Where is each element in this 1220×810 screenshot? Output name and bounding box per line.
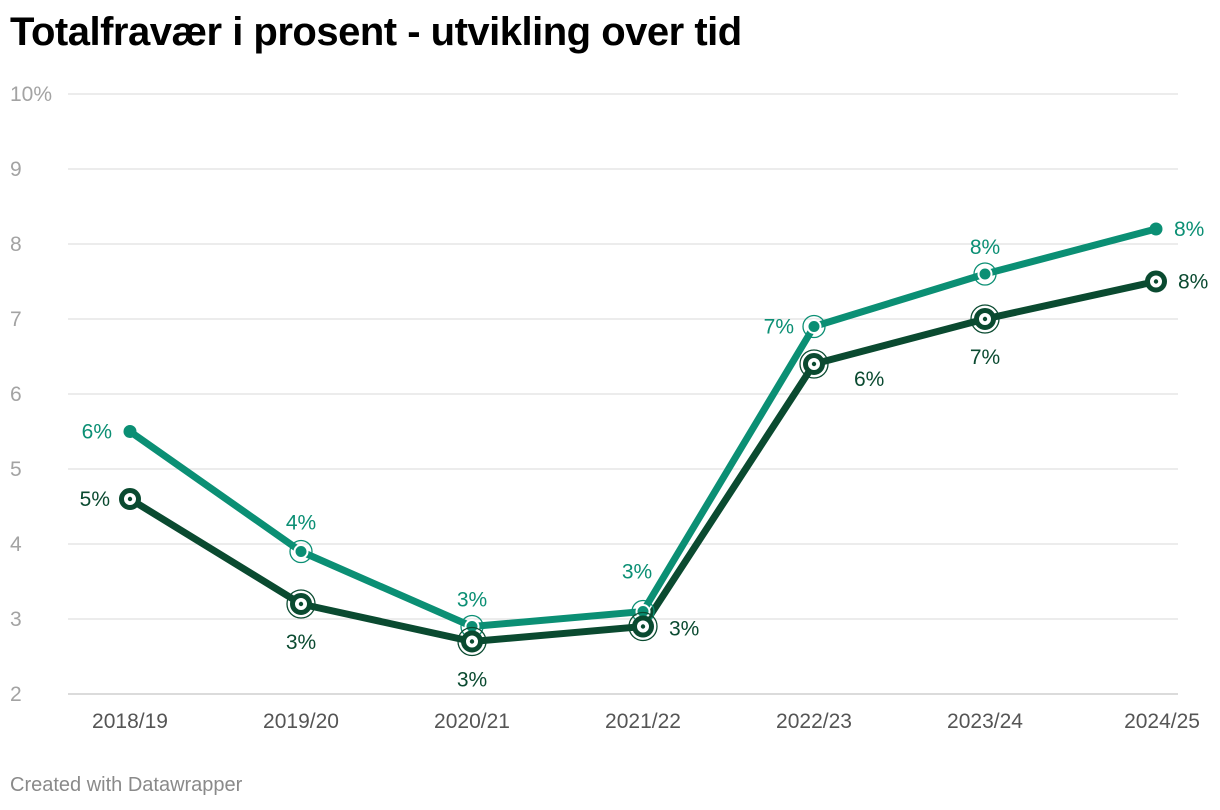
series-markers <box>119 222 1167 657</box>
series-marker <box>977 266 993 282</box>
data-label: 3% <box>669 618 699 641</box>
data-label: 6% <box>854 368 884 391</box>
y-axis-ticks: 2 3 4 5 6 7 8 9 10% <box>10 83 52 706</box>
x-tick-label: 2020/21 <box>434 710 510 733</box>
y-tick-label: 3 <box>10 608 22 631</box>
series-marker-dot <box>1153 279 1159 284</box>
series-line <box>126 278 1160 645</box>
chart-title: Totalfravær i prosent - utvikling over t… <box>10 10 742 54</box>
x-tick-label: 2019/20 <box>263 710 339 733</box>
x-tick-label: 2023/24 <box>947 710 1023 733</box>
credit-footer: Created with Datawrapper <box>10 774 243 796</box>
x-tick-label: 2021/22 <box>605 710 681 733</box>
series-marker-ring <box>286 589 316 619</box>
data-label: 8% <box>1178 271 1208 294</box>
series-marker <box>806 319 822 334</box>
series-marker-dot <box>811 361 817 367</box>
data-label: 3% <box>457 589 487 612</box>
data-label: 6% <box>82 421 112 444</box>
series-marker-dot <box>640 624 646 629</box>
y-tick-label: 5 <box>10 458 22 481</box>
data-labels: 6% 4% 3% 3% 7% 8% 8% 5% 3% 3% 3% 6% 7% 8% <box>80 218 1209 692</box>
series-marker-ring <box>970 304 1000 334</box>
data-label: 3% <box>286 631 316 654</box>
x-tick-label: 2024/25 <box>1124 710 1200 733</box>
series-marker-ring <box>973 262 997 286</box>
series-marker-ring <box>457 626 487 657</box>
y-tick-label: 7 <box>10 308 22 331</box>
data-label: 8% <box>1174 218 1204 241</box>
data-label: 7% <box>764 316 794 339</box>
data-label: 5% <box>80 488 110 511</box>
y-tick-label: 4 <box>10 533 22 556</box>
data-label: 7% <box>970 346 1000 369</box>
data-label: 3% <box>457 669 487 692</box>
series-marker <box>123 425 137 438</box>
y-tick-label: 6 <box>10 383 22 406</box>
y-tick-label: 10% <box>10 83 52 106</box>
series-marker-ring <box>289 539 313 564</box>
y-tick-label: 8 <box>10 233 22 256</box>
data-label: 4% <box>286 512 316 535</box>
x-axis-ticks: 2018/19 2019/20 2020/21 2021/22 2022/23 2023/… <box>92 710 1200 733</box>
data-label: 3% <box>622 561 652 584</box>
data-label: 8% <box>970 236 1000 259</box>
x-tick-label: 2022/23 <box>776 710 852 733</box>
series-marker-ring <box>628 611 658 642</box>
x-tick-label: 2018/19 <box>92 710 168 733</box>
series-marker-ring <box>799 349 829 379</box>
y-tick-label: 2 <box>10 683 22 706</box>
series-marker <box>1149 222 1163 236</box>
series-marker-dot <box>469 639 475 644</box>
series-marker-dot <box>298 601 304 607</box>
series-marker-dot <box>127 496 133 502</box>
series-marker-ring <box>802 314 826 339</box>
y-tick-label: 9 <box>10 158 22 181</box>
series-marker-dot <box>982 316 988 322</box>
series-marker <box>293 544 309 559</box>
gridlines <box>68 93 1178 695</box>
